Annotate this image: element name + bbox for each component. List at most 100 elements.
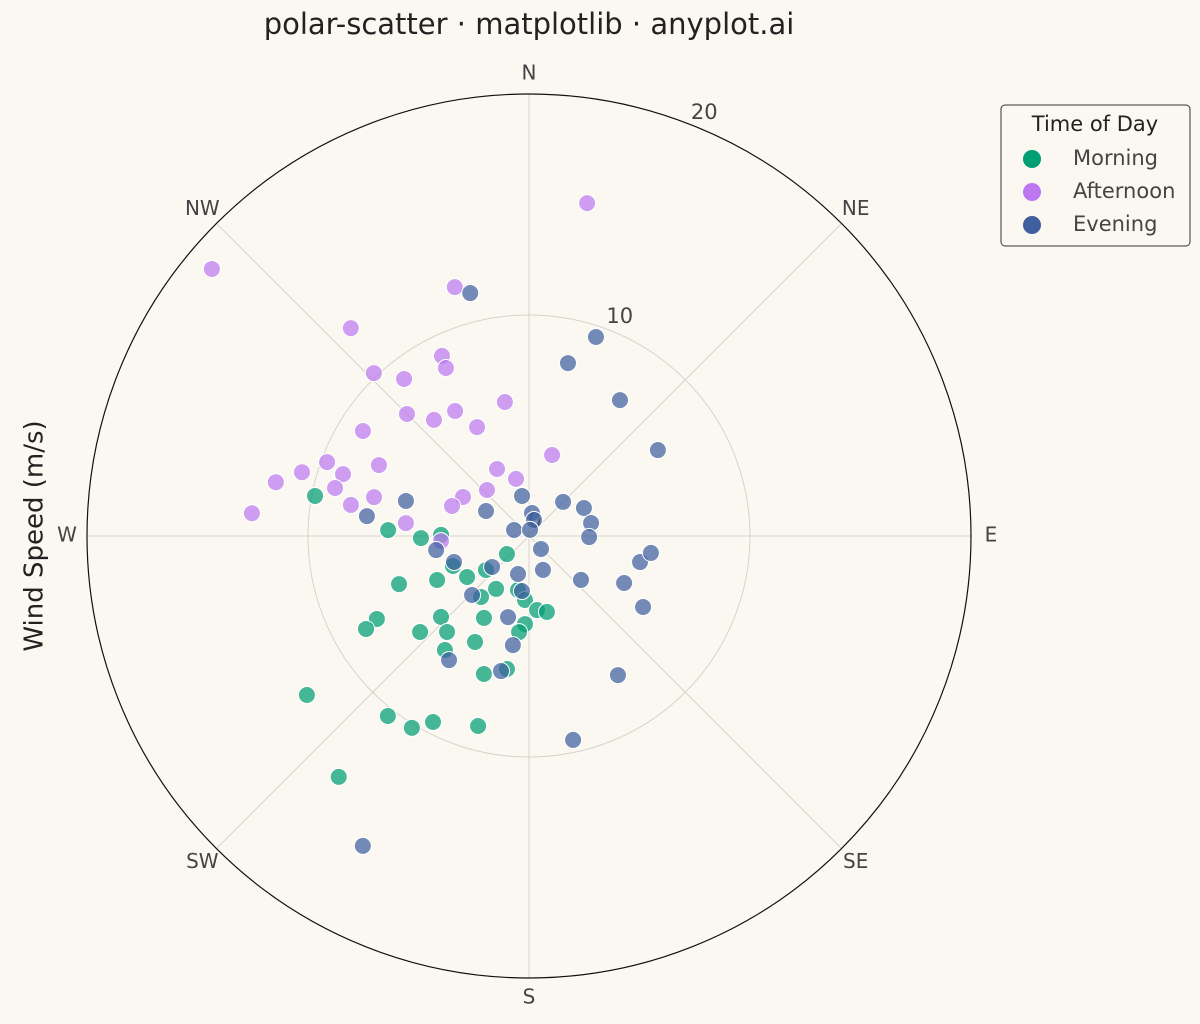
point bbox=[306, 486, 325, 505]
point bbox=[505, 521, 524, 540]
point bbox=[580, 528, 599, 547]
point bbox=[610, 391, 629, 410]
y-axis-label: Wind Speed (m/s) bbox=[20, 420, 50, 651]
point bbox=[531, 539, 550, 558]
point bbox=[445, 552, 464, 571]
point bbox=[497, 545, 516, 564]
point bbox=[402, 718, 421, 737]
angle-tick-label: E bbox=[985, 523, 998, 547]
point bbox=[571, 570, 590, 589]
point bbox=[458, 567, 477, 586]
point bbox=[396, 491, 415, 510]
point bbox=[543, 446, 562, 465]
point bbox=[424, 410, 443, 429]
point bbox=[477, 480, 496, 499]
point bbox=[411, 623, 430, 642]
point bbox=[292, 463, 311, 482]
legend-marker bbox=[1023, 183, 1041, 201]
point bbox=[564, 730, 583, 749]
point bbox=[537, 602, 556, 621]
point bbox=[242, 504, 261, 523]
point bbox=[488, 459, 507, 478]
legend-label: Afternoon bbox=[1073, 179, 1175, 203]
point bbox=[468, 418, 487, 437]
point bbox=[318, 453, 337, 472]
point bbox=[297, 686, 316, 705]
point bbox=[365, 488, 384, 507]
legend-label: Morning bbox=[1073, 146, 1158, 170]
point bbox=[428, 571, 447, 590]
chart-title: polar-scatter · matplotlib · anyplot.ai bbox=[264, 7, 795, 41]
radial-tick-label: 20 bbox=[691, 100, 718, 124]
point bbox=[578, 194, 597, 213]
point bbox=[442, 496, 461, 515]
legend-box bbox=[1000, 104, 1191, 247]
legend-marker bbox=[1023, 150, 1041, 168]
point bbox=[483, 557, 502, 576]
point bbox=[390, 575, 409, 594]
point bbox=[397, 404, 416, 423]
point bbox=[466, 632, 485, 651]
point bbox=[357, 507, 376, 526]
point bbox=[513, 486, 532, 505]
point bbox=[329, 767, 348, 786]
point bbox=[521, 520, 540, 539]
point bbox=[492, 662, 511, 681]
point bbox=[461, 284, 480, 303]
point bbox=[202, 259, 221, 278]
point bbox=[509, 565, 528, 584]
point bbox=[396, 514, 415, 533]
point bbox=[487, 579, 506, 598]
point bbox=[533, 560, 552, 579]
point bbox=[554, 492, 573, 511]
angle-tick-label: NE bbox=[842, 196, 870, 220]
point bbox=[474, 665, 493, 684]
point bbox=[333, 465, 352, 484]
point bbox=[326, 479, 345, 498]
point bbox=[395, 369, 414, 388]
point bbox=[341, 319, 360, 338]
angle-tick-label: S bbox=[523, 985, 536, 1009]
point bbox=[558, 354, 577, 373]
legend-title: Time of Day bbox=[1031, 112, 1158, 136]
point bbox=[512, 582, 531, 601]
point bbox=[499, 608, 518, 627]
point bbox=[648, 441, 667, 460]
point bbox=[615, 574, 634, 593]
point bbox=[574, 499, 593, 518]
point bbox=[369, 456, 388, 475]
radial-tick-label: 10 bbox=[606, 304, 633, 328]
point bbox=[436, 358, 455, 377]
point bbox=[431, 607, 450, 626]
angle-tick-label: NW bbox=[185, 196, 220, 220]
angle-tick-label: SE bbox=[843, 849, 868, 873]
point bbox=[353, 422, 372, 441]
point bbox=[495, 393, 514, 412]
point bbox=[438, 622, 457, 641]
legend-label: Evening bbox=[1073, 212, 1157, 236]
point bbox=[424, 712, 443, 731]
point bbox=[411, 529, 430, 548]
point bbox=[378, 706, 397, 725]
legend: Time of Day Morning Afternoon Evening bbox=[1000, 104, 1191, 247]
point bbox=[445, 278, 464, 297]
angle-tick-label: W bbox=[57, 523, 77, 547]
polar-spine bbox=[86, 93, 972, 979]
point bbox=[474, 608, 493, 627]
point bbox=[463, 585, 482, 604]
point bbox=[379, 521, 398, 540]
point bbox=[507, 469, 526, 488]
point bbox=[446, 402, 465, 421]
point bbox=[634, 598, 653, 617]
point bbox=[353, 836, 372, 855]
legend-marker bbox=[1023, 216, 1041, 234]
radial-grid-line bbox=[307, 314, 751, 758]
point bbox=[427, 541, 446, 560]
angle-tick-label: SW bbox=[186, 849, 219, 873]
point bbox=[586, 328, 605, 347]
points bbox=[202, 194, 667, 855]
point bbox=[440, 651, 459, 670]
point bbox=[357, 619, 376, 638]
